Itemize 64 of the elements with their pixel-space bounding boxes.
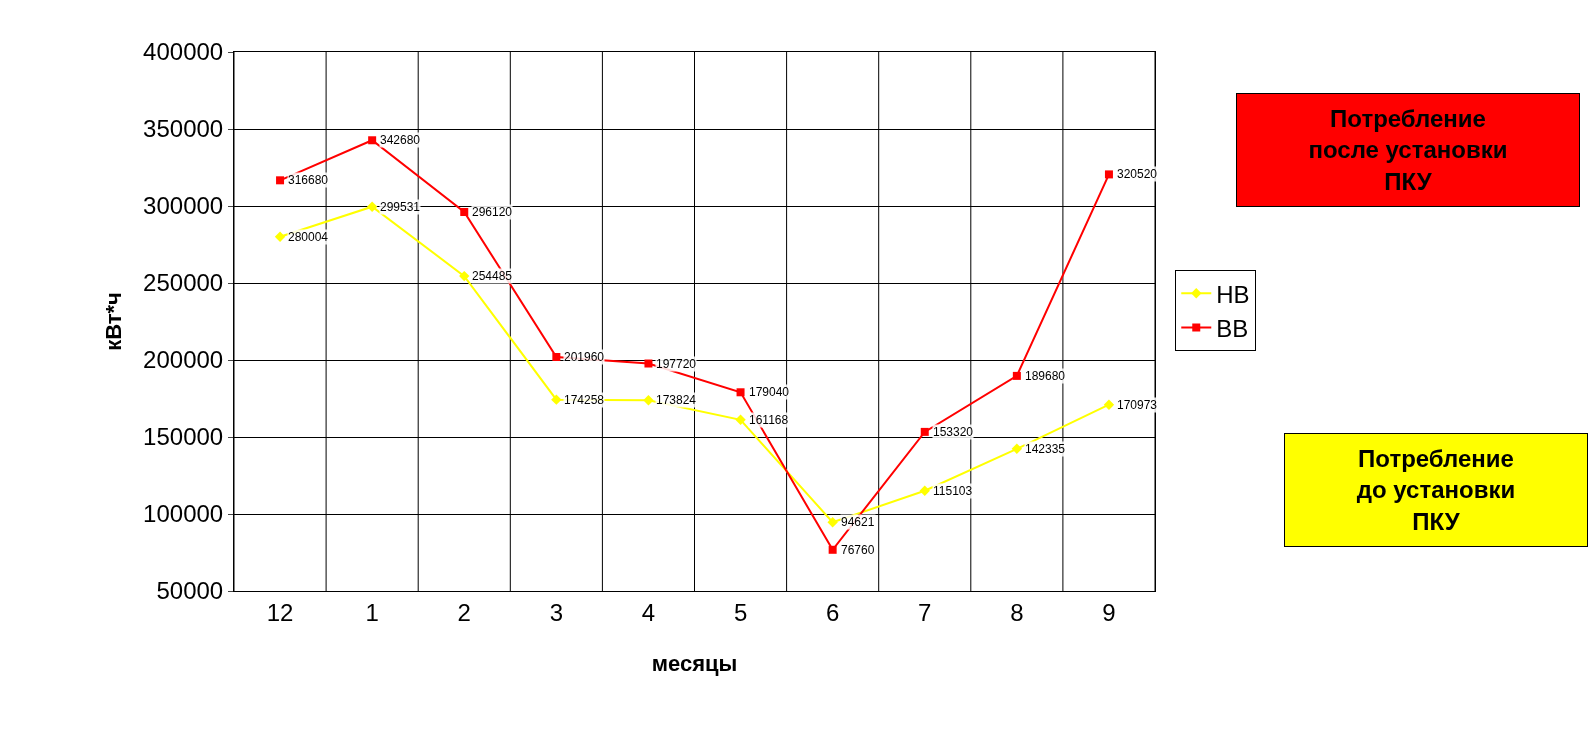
point bbox=[736, 388, 745, 397]
point bbox=[459, 270, 470, 282]
data-label: 201960 bbox=[564, 350, 605, 364]
point bbox=[827, 517, 838, 528]
data-label: 254485 bbox=[472, 269, 513, 283]
y-tick-label: 300000 bbox=[143, 192, 224, 220]
data-label: 94621 bbox=[841, 515, 875, 529]
text: Потребление после установки ПКУ bbox=[1308, 105, 1508, 195]
point bbox=[828, 545, 837, 554]
point bbox=[735, 414, 746, 425]
legend-label: ВВ bbox=[1216, 314, 1249, 342]
data-label: 115103 bbox=[933, 484, 973, 498]
data-label: 299531 bbox=[380, 200, 421, 214]
y-tick-label: 200000 bbox=[143, 346, 224, 374]
x-tick-label: 1 bbox=[365, 598, 379, 626]
data-label: 153320 bbox=[933, 425, 974, 439]
x-tick-label: 6 bbox=[825, 598, 840, 626]
y-tick-label: 150000 bbox=[143, 423, 224, 451]
point bbox=[644, 359, 653, 368]
data-label: 189680 bbox=[1025, 369, 1066, 383]
data-label: 76760 bbox=[841, 543, 875, 557]
data-label: 320520 bbox=[1117, 167, 1158, 181]
x-tick-label: 9 bbox=[1102, 598, 1116, 626]
point bbox=[1011, 443, 1023, 454]
y-tick-label: 400000 bbox=[143, 38, 224, 66]
data-label: 280004 bbox=[288, 230, 329, 244]
point bbox=[368, 136, 377, 145]
point bbox=[366, 201, 378, 212]
x-tick-label: 4 bbox=[641, 598, 656, 626]
x-axis-title: месяцы bbox=[651, 650, 738, 676]
x-tick-label: 7 bbox=[918, 598, 932, 626]
data-label: 342680 bbox=[380, 133, 421, 147]
data-label: 316680 bbox=[288, 173, 329, 187]
data-label: 170973 bbox=[1117, 398, 1158, 412]
y-tick-label: 250000 bbox=[143, 269, 224, 297]
point bbox=[460, 207, 469, 216]
point bbox=[1103, 399, 1115, 410]
legend-label: НВ bbox=[1216, 280, 1250, 308]
point bbox=[1104, 170, 1113, 179]
point bbox=[276, 176, 285, 185]
data-label: 174258 bbox=[564, 393, 605, 407]
data-label: 296120 bbox=[472, 205, 513, 219]
data-label: 161168 bbox=[749, 413, 789, 427]
x-tick-label: 3 bbox=[549, 598, 564, 626]
point bbox=[551, 394, 562, 405]
y-axis-title: кВт*ч bbox=[100, 292, 126, 351]
x-tick-label: 2 bbox=[457, 598, 471, 626]
x-tick-label: 8 bbox=[1010, 598, 1024, 626]
point bbox=[919, 485, 930, 496]
point bbox=[1012, 371, 1021, 380]
point bbox=[274, 231, 286, 242]
text: Потребление до установки ПКУ bbox=[1356, 445, 1516, 535]
y-tick-label: 100000 bbox=[143, 500, 224, 528]
y-tick-label: 50000 bbox=[156, 577, 224, 605]
x-tick-label: 5 bbox=[733, 598, 748, 626]
data-label: 173824 bbox=[656, 393, 697, 407]
data-label: 142335 bbox=[1025, 442, 1066, 456]
data-label: 179040 bbox=[749, 385, 790, 399]
x-tick-label: 12 bbox=[266, 598, 294, 626]
point bbox=[920, 427, 929, 436]
point bbox=[552, 352, 561, 361]
data-label: 197720 bbox=[656, 357, 697, 371]
point bbox=[643, 395, 654, 406]
y-tick-label: 350000 bbox=[143, 115, 224, 143]
